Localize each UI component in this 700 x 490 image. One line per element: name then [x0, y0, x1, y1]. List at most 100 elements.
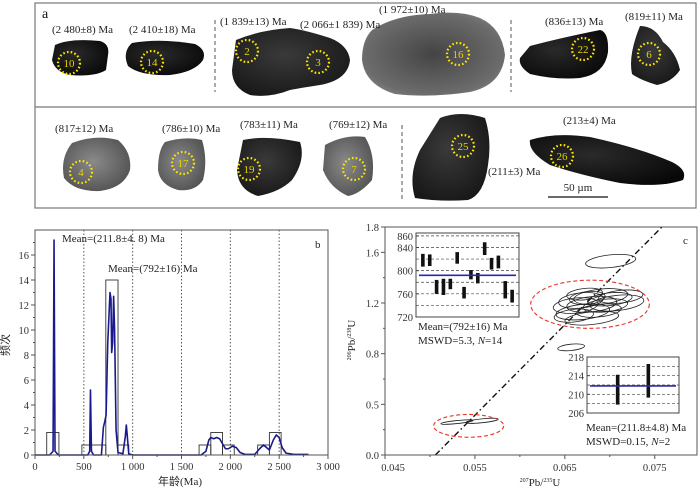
- x-tick-label: 2 500: [267, 462, 291, 473]
- spot-circle: [636, 41, 662, 67]
- age-label: (2 066±1 839) Ma: [300, 19, 380, 31]
- age-label: (1 839±13) Ma: [220, 16, 287, 28]
- age-error-bar: [482, 242, 487, 256]
- age-error-bar: [615, 374, 620, 405]
- x-tick-label: 0: [32, 462, 37, 473]
- x-tick-label: 500: [76, 462, 92, 473]
- zircon-grain-17: [158, 138, 206, 191]
- y-tick-label: 14: [19, 276, 30, 287]
- age-label: (786±10) Ma: [162, 123, 220, 135]
- spot-number: 4: [78, 167, 84, 179]
- age-error-bar: [434, 279, 439, 294]
- spot-circle: [236, 156, 262, 182]
- zircon-grain-7: [323, 136, 374, 196]
- inset-y-tick-label: 840: [397, 243, 413, 254]
- inset-text-2: Mean=(211.8±4.8) Ma MSWD=0.15, N=2: [586, 422, 686, 448]
- spot-circle: [450, 133, 476, 159]
- n-symbol: N: [650, 436, 659, 448]
- error-ellipse: [587, 292, 633, 307]
- age-error-bar: [462, 286, 466, 299]
- spot-circle: [56, 50, 82, 76]
- age-error-bar: [441, 278, 446, 295]
- y-label-sup2: 238: [347, 328, 353, 337]
- probability-density-curve: [35, 239, 309, 456]
- inset-y-tick-label: 210: [568, 390, 584, 401]
- error-ellipse: [597, 289, 644, 304]
- spot-circle: [139, 49, 165, 75]
- spot-number: 6: [646, 49, 652, 61]
- inset-y-tick-label: 218: [568, 353, 584, 364]
- n-value: =14: [485, 335, 503, 347]
- y-tick-label: 12: [19, 301, 30, 312]
- x-label-sup2: 235: [543, 478, 552, 484]
- spot-circle: [445, 41, 471, 67]
- panel-b-age-histogram: b Mean=(211.8±4. 8) Ma Mean=(792±16) Ma …: [0, 229, 340, 488]
- error-ellipse: [585, 253, 637, 269]
- zircon-grain-19: [237, 137, 302, 196]
- y-tick-label: 6: [24, 376, 29, 387]
- age-label: (2 410±18) Ma: [129, 24, 196, 36]
- x-tick-label: 0.055: [463, 463, 487, 474]
- age-label: (817±12) Ma: [55, 123, 113, 135]
- y-tick-label: 0.8: [366, 350, 379, 361]
- spot-number: 19: [244, 164, 256, 176]
- zircon-grain-14: [125, 40, 204, 76]
- spot-number: 17: [178, 158, 190, 170]
- spot-circle: [234, 38, 260, 64]
- y-tick-label: 10: [19, 326, 30, 337]
- inset-y-tick-label: 860: [397, 232, 413, 243]
- spot-number: 26: [557, 151, 569, 163]
- inset-y-tick-label: 720: [397, 313, 413, 324]
- y-tick-label: 1.8: [366, 223, 379, 234]
- age-error-bar: [496, 255, 501, 269]
- zircon-grain-16: [362, 12, 505, 96]
- error-ellipse: [564, 310, 620, 326]
- spot-circle: [68, 159, 94, 185]
- zircon-grain-2-3: [232, 28, 350, 96]
- inset-mswd-text: MSWD=0.15, N=2: [586, 436, 670, 448]
- age-error-bar: [455, 252, 459, 264]
- spot-number: 16: [453, 49, 465, 61]
- y-tick-label: 0.5: [366, 400, 379, 411]
- panel-c-concordia: c 207Pb/235U 206Pb/238U Mean=(792±16) Ma…: [346, 223, 698, 489]
- n-symbol: N: [477, 335, 486, 347]
- x-tick-label: 0.045: [381, 463, 405, 474]
- inset-text-1: Mean=(792±16) Ma MSWD=5.3, N=14: [418, 321, 508, 347]
- x-tick-label: 1 000: [121, 462, 145, 473]
- age-group-ellipse: [530, 279, 650, 329]
- y-label-sup: 206: [347, 351, 353, 360]
- x-label-sup: 207: [520, 478, 529, 484]
- age-label: (836±13) Ma: [545, 16, 603, 28]
- x-axis-label: 年龄(Ma): [158, 474, 202, 488]
- x-tick-label: 1 500: [170, 462, 194, 473]
- annotation-young-mean: Mean=(211.8±4. 8) Ma: [62, 233, 165, 245]
- spot-circle: [170, 150, 196, 176]
- y-axis-label: 频次: [0, 334, 12, 356]
- x-tick-label: 0.065: [553, 463, 577, 474]
- age-label: (769±12) Ma: [329, 119, 387, 131]
- n-value: =2: [659, 436, 671, 448]
- age-label: (2 480±8) Ma: [52, 24, 113, 36]
- panel-a-letter: a: [42, 7, 49, 22]
- inset-y-tick-label: 800: [397, 267, 413, 278]
- analysis-spots: 10 14 2 3 16 22 6 4 17 19 7 25 26: [56, 36, 662, 185]
- age-error-bar: [421, 253, 425, 267]
- zircon-grain-4: [63, 137, 131, 192]
- y-tick-label: 2: [24, 426, 29, 437]
- x-axis-label: 207Pb/235U: [520, 477, 561, 489]
- y-tick-label: 16: [19, 251, 30, 262]
- panel-a-frame: [34, 2, 697, 209]
- panel-c-letter: c: [683, 235, 688, 247]
- spot-circle: [305, 49, 331, 75]
- inset-y-tick-label: 214: [568, 372, 585, 383]
- panel-b-letter: b: [315, 239, 321, 251]
- mswd: MSWD=0.15,: [586, 436, 651, 448]
- zircon-grain-10: [52, 40, 109, 76]
- age-error-bar: [646, 364, 651, 398]
- inset-y-tick-label: 206: [568, 409, 584, 420]
- panel-a-cl-images: a 10 14 2 3 16 22 6 4 17 19 7: [34, 2, 697, 209]
- age-label: (783±11) Ma: [240, 119, 298, 131]
- zircon-grain-22: [519, 30, 609, 79]
- y-label-b: U: [346, 320, 358, 328]
